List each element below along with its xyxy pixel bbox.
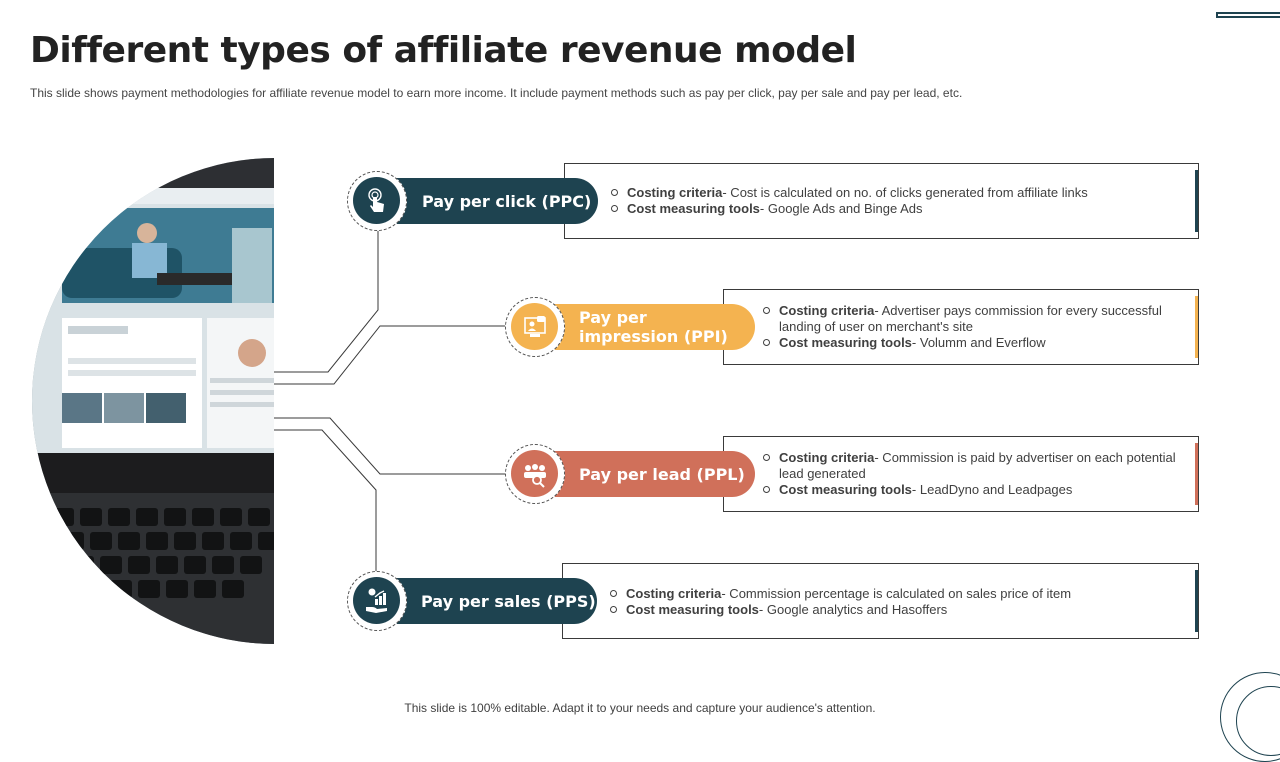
point-cost-tools: Cost measuring tools- Volumm and Everflo…	[761, 335, 1184, 351]
people-magnifier-icon	[523, 463, 546, 488]
box-accent	[1195, 296, 1198, 358]
presentation-screen-icon	[523, 315, 546, 337]
box-accent	[1195, 570, 1198, 632]
slide-title: Different types of affiliate revenue mod…	[30, 30, 857, 71]
icon-ring-ppc	[347, 171, 407, 231]
label-ppl: Pay per lead (PPL)	[534, 451, 755, 497]
connector-pps	[274, 429, 377, 575]
label-ppi: Pay per impression (PPI)	[534, 304, 755, 350]
box-accent	[1195, 170, 1198, 232]
info-box-pps: Costing criteria- Commission percentage …	[562, 563, 1199, 639]
slide-subtitle: This slide shows payment methodologies f…	[30, 86, 963, 100]
point-costing-criteria: Costing criteria- Advertiser pays commis…	[761, 303, 1184, 335]
info-box-ppl: Costing criteria- Commission is paid by …	[723, 436, 1199, 512]
icon-ring-ppl	[505, 444, 565, 504]
icon-ring-ppi	[505, 297, 565, 357]
hand-pointer-icon	[367, 187, 384, 212]
info-box-ppc: Costing criteria- Cost is calculated on …	[564, 163, 1199, 239]
icon-ring-pps	[347, 571, 407, 631]
label-pps: Pay per sales (PPS)	[376, 578, 597, 624]
point-costing-criteria: Costing criteria- Commission is paid by …	[761, 450, 1184, 482]
connector-lines	[274, 225, 508, 575]
connector-ppl	[274, 417, 508, 475]
laptop-photo	[32, 158, 274, 644]
point-cost-tools: Cost measuring tools- Google Ads and Bin…	[609, 201, 1184, 217]
money-growth-hand-icon	[365, 588, 387, 613]
connector-ppc	[274, 225, 379, 373]
info-box-ppi: Costing criteria- Advertiser pays commis…	[723, 289, 1199, 365]
slide-footer: This slide is 100% editable. Adapt it to…	[404, 701, 876, 715]
point-cost-tools: Cost measuring tools- LeadDyno and Leadp…	[761, 482, 1184, 498]
corner-decoration-bar	[1216, 12, 1280, 18]
connector-ppi	[274, 325, 508, 385]
point-cost-tools: Cost measuring tools- Google analytics a…	[608, 602, 1184, 618]
point-costing-criteria: Costing criteria- Cost is calculated on …	[609, 185, 1184, 201]
point-costing-criteria: Costing criteria- Commission percentage …	[608, 586, 1184, 602]
label-ppc: Pay per click (PPC)	[378, 178, 598, 224]
box-accent	[1195, 443, 1198, 505]
